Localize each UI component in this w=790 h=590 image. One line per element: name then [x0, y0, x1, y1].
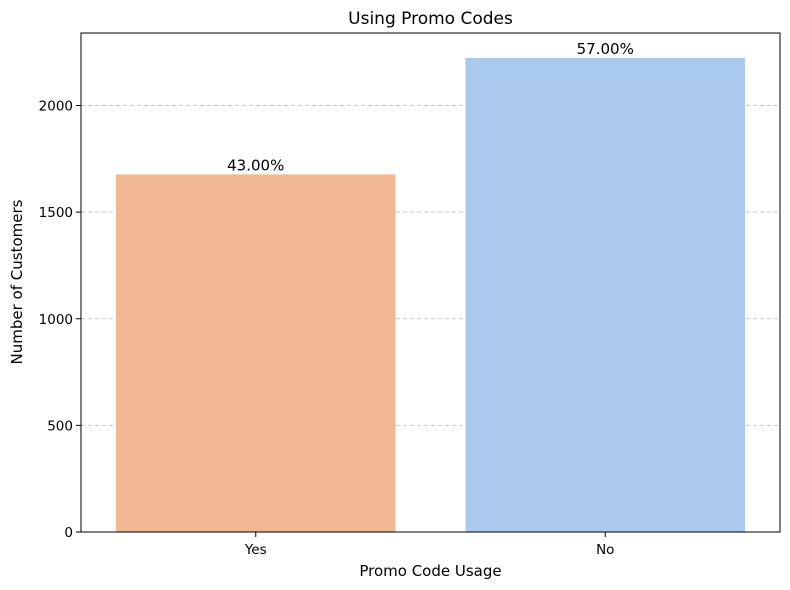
bar-yes: [115, 174, 396, 532]
bar-data-label: 43.00%: [227, 156, 284, 174]
plot-frame: [80, 32, 781, 533]
x-axis-ticks: Yes No: [244, 532, 614, 558]
x-tick-label: No: [596, 542, 614, 558]
y-tick-label: 2000: [39, 99, 73, 115]
y-axis-ticks: 0 500 1000 1500 2000: [39, 99, 81, 541]
bar-no: [465, 57, 746, 532]
bar-data-labels: 43.00% 57.00%: [227, 40, 634, 174]
y-axis-title: Number of Customers: [8, 199, 26, 364]
y-tick-label: 500: [47, 418, 73, 434]
x-tick-label: Yes: [244, 542, 267, 558]
y-tick-label: 1500: [39, 205, 73, 221]
bars: [115, 57, 746, 532]
y-tick-label: 1000: [39, 312, 73, 328]
chart-title: Using Promo Codes: [348, 9, 513, 29]
bar-data-label: 57.00%: [577, 40, 634, 58]
y-tick-label: 0: [64, 525, 73, 541]
x-axis-title: Promo Code Usage: [359, 562, 501, 580]
